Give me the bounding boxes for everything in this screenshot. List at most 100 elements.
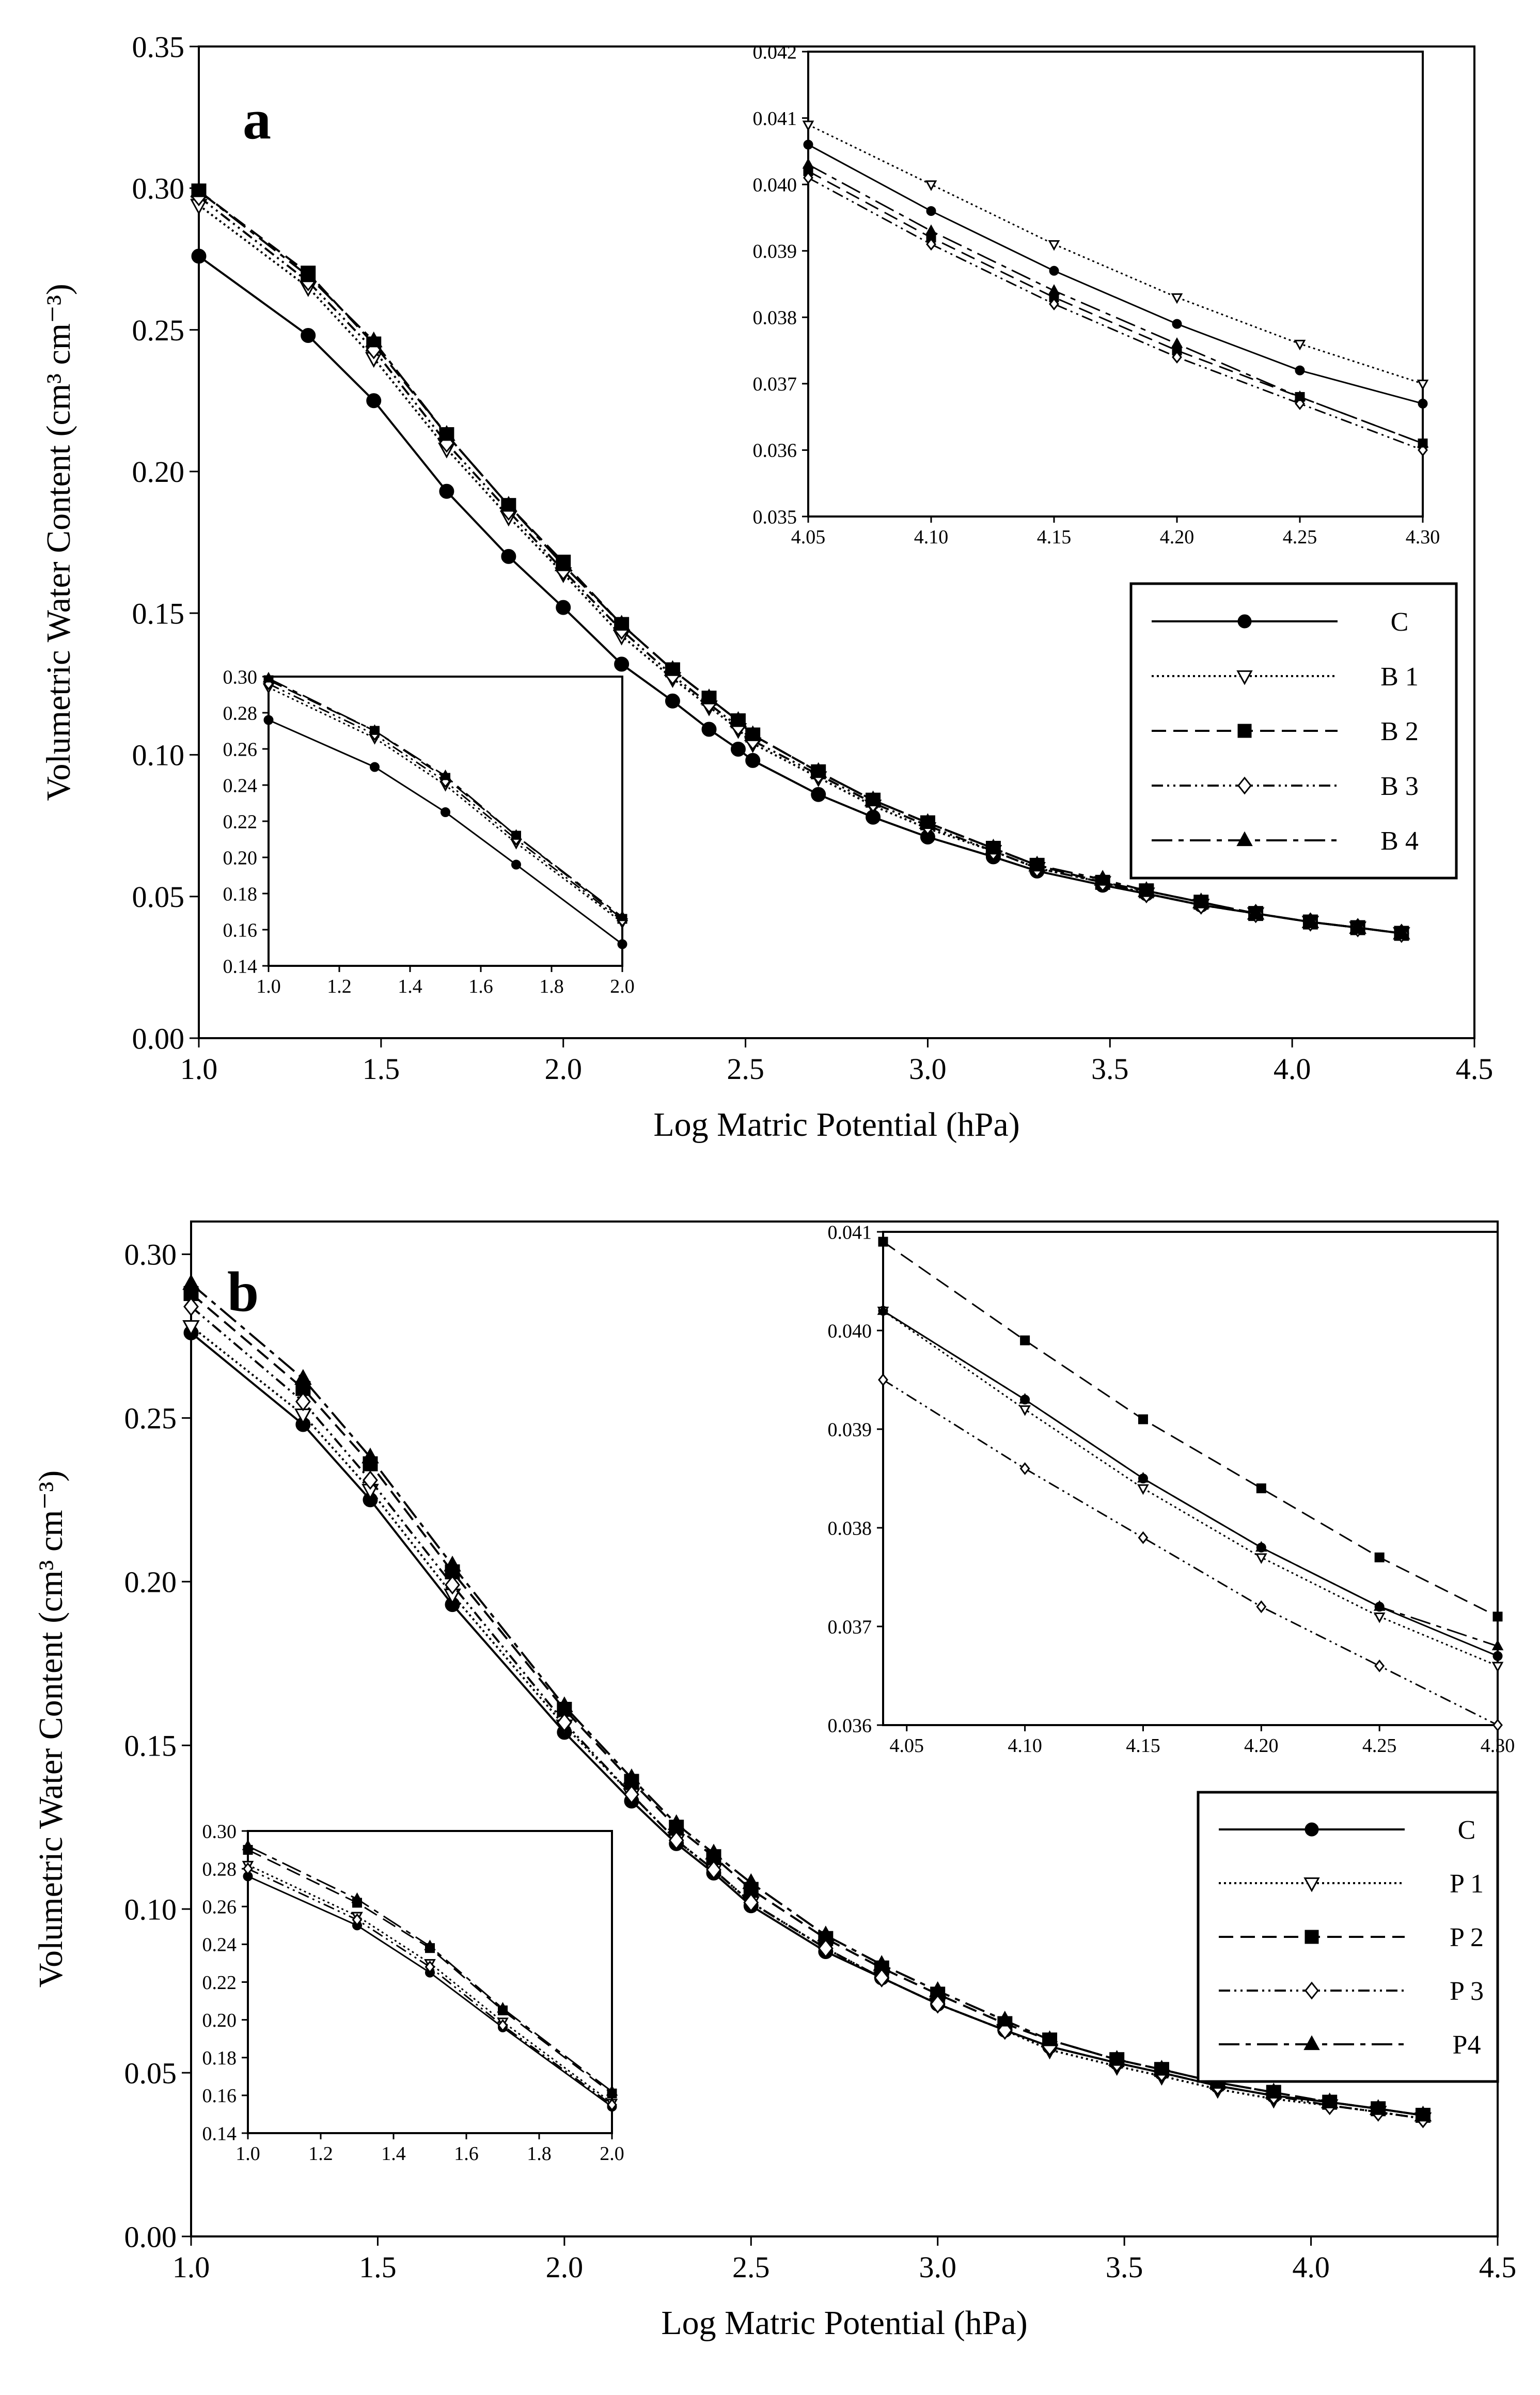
data-point (295, 1391, 311, 1412)
data-point (1301, 912, 1319, 928)
data-point (1492, 1651, 1503, 1661)
data-point (1369, 2099, 1387, 2115)
series-p3 (243, 1862, 617, 2111)
y-tick-label: 0.039 (753, 241, 797, 262)
y-tick-label: 0.10 (124, 1892, 177, 1926)
data-point (701, 722, 717, 737)
series-line (808, 177, 1423, 451)
series-b1 (802, 120, 1429, 390)
data-point (369, 724, 381, 735)
data-point (614, 656, 630, 672)
data-point (1137, 1484, 1149, 1495)
x-tick-label: 3.0 (919, 2250, 956, 2284)
series-line (808, 170, 1423, 444)
data-point (1138, 1414, 1148, 1425)
y-tick-label: 0.24 (223, 775, 258, 796)
data-point (1255, 1541, 1267, 1552)
x-tick-label: 4.5 (1479, 2250, 1517, 2284)
legend-item: P 1 (1219, 1869, 1484, 1899)
legend-label: P 3 (1450, 1977, 1484, 2006)
data-point (362, 1447, 379, 1464)
data-point (424, 1939, 436, 1950)
legend-marker (1303, 2035, 1320, 2050)
x-tick-label: 4.10 (914, 526, 949, 548)
data-point (1138, 1531, 1149, 1544)
x-tick-label: 1.2 (327, 976, 352, 997)
y-tick-label: 0.037 (753, 373, 797, 395)
data-point (500, 495, 517, 512)
series-b4 (190, 181, 1410, 940)
legend-marker (1237, 614, 1252, 629)
y-tick-label: 0.25 (124, 1402, 177, 1435)
legend-marker (1237, 776, 1252, 795)
y-tick-label: 0.038 (828, 1517, 872, 1539)
data-point (1321, 2092, 1339, 2109)
data-point (930, 1994, 946, 2014)
series-p3 (878, 1373, 1503, 1732)
y-tick-label: 0.30 (202, 1821, 237, 1842)
data-point (1414, 2105, 1432, 2122)
y-tick-label: 0.035 (753, 506, 797, 528)
data-point (556, 1696, 573, 1713)
data-point (242, 1839, 254, 1851)
legend-marker (1237, 724, 1252, 738)
y-tick-label: 0.26 (202, 1897, 237, 1918)
data-point (1049, 298, 1059, 310)
data-point (1256, 1483, 1266, 1494)
data-point (263, 715, 274, 725)
data-point (1373, 1600, 1386, 1611)
series-b4 (262, 671, 628, 921)
data-point (1019, 1405, 1031, 1416)
y-tick-label: 0.28 (202, 1858, 237, 1880)
x-tick-label: 2.0 (610, 976, 635, 997)
y-tick-label: 0.25 (132, 314, 185, 347)
x-tick-label: 3.5 (1106, 2250, 1143, 2284)
y-tick-label: 0.00 (132, 1022, 185, 1055)
data-point (1020, 1335, 1030, 1345)
data-point (802, 158, 814, 169)
data-point (606, 2085, 618, 2096)
data-point (511, 859, 521, 870)
legend-marker (1305, 1930, 1319, 1944)
data-point (1374, 1659, 1385, 1672)
y-tick-label: 0.036 (828, 1715, 872, 1736)
legend-item: B 2 (1152, 717, 1419, 746)
x-tick-label: 1.0 (256, 976, 281, 997)
data-point (1418, 398, 1428, 409)
legend-item: C (1219, 1815, 1475, 1845)
legend-b-main: C P 1 P 2 P 3 P4 (1197, 1791, 1499, 2083)
data-point (501, 549, 516, 564)
legend-a-main: C B 1 B 2 B 3 B 4 (1129, 582, 1458, 880)
legend-marker (1305, 1822, 1319, 1837)
series-c (263, 715, 627, 949)
y-tick-label: 0.14 (202, 2123, 237, 2144)
data-point (1417, 436, 1429, 448)
data-point (1294, 339, 1306, 351)
data-point (556, 600, 571, 615)
data-point (190, 181, 208, 197)
y-axis-title: Volumetric Water Content (cm³ cm⁻³) (32, 1470, 70, 1987)
data-point (1041, 2030, 1059, 2046)
x-tick-label: 1.0 (180, 1052, 218, 1086)
data-point (877, 1304, 889, 1315)
data-point (425, 1960, 435, 1974)
data-point (191, 248, 207, 264)
data-point (745, 753, 761, 768)
series-b4 (802, 158, 1429, 448)
chart-a-inset-top: 4.05 4.10 4.15 4.20 4.25 4.30 0.035 0.036 0.037 0… (753, 41, 1440, 548)
x-tick-label: 4.20 (1160, 526, 1195, 548)
series-line (883, 1310, 1498, 1667)
y-tick-label: 0.20 (132, 455, 185, 489)
x-tick-label: 3.5 (1091, 1052, 1129, 1086)
legend-label: B 2 (1380, 717, 1419, 746)
data-point (1171, 293, 1183, 304)
y-tick-label: 0.18 (223, 883, 258, 905)
y-tick-label: 0.16 (202, 2085, 237, 2107)
data-point (1019, 1392, 1031, 1404)
x-tick-label: 1.4 (381, 2143, 406, 2165)
data-point (1256, 1600, 1267, 1614)
x-tick-label: 2.5 (732, 2250, 770, 2284)
data-point (700, 688, 718, 705)
x-tick-label: 1.8 (539, 976, 564, 997)
